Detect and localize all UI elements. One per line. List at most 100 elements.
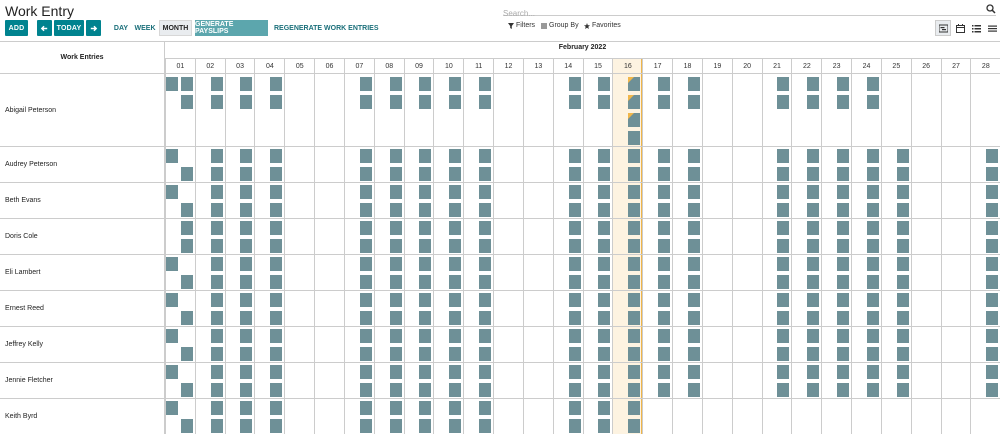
- work-entry-pill[interactable]: [210, 167, 223, 181]
- group-by-dropdown[interactable]: Group By: [541, 22, 579, 29]
- range-month-button[interactable]: MONTH: [159, 20, 192, 36]
- day-header[interactable]: 05: [284, 58, 315, 74]
- work-entry-pill[interactable]: [687, 95, 700, 109]
- work-entry-pill[interactable]: [419, 347, 432, 361]
- work-entry-pill[interactable]: [210, 419, 223, 433]
- work-entry-pill[interactable]: [986, 203, 999, 217]
- work-entry-pill[interactable]: [449, 257, 462, 271]
- work-entry-pill[interactable]: [270, 401, 283, 415]
- work-entry-pill[interactable]: [896, 293, 909, 307]
- work-entry-pill[interactable]: [449, 77, 462, 91]
- work-entry-pill[interactable]: [777, 311, 790, 325]
- work-entry-pill[interactable]: [777, 185, 790, 199]
- work-entry-pill[interactable]: [449, 149, 462, 163]
- work-entry-pill[interactable]: [837, 293, 850, 307]
- work-entry-pill[interactable]: [658, 329, 671, 343]
- day-header[interactable]: 19: [701, 58, 732, 74]
- day-header[interactable]: 23: [821, 58, 852, 74]
- work-entry-pill[interactable]: [180, 95, 193, 109]
- today-button[interactable]: TODAY: [54, 20, 84, 36]
- work-entry-pill[interactable]: [777, 275, 790, 289]
- work-entry-pill[interactable]: [479, 311, 492, 325]
- work-entry-pill[interactable]: [359, 167, 372, 181]
- work-entry-pill[interactable]: [419, 167, 432, 181]
- day-header[interactable]: 26: [910, 58, 941, 74]
- work-entry-pill[interactable]: [866, 185, 879, 199]
- work-entry-pill[interactable]: [180, 275, 193, 289]
- work-entry-pill[interactable]: [687, 221, 700, 235]
- work-entry-pill[interactable]: [166, 149, 178, 163]
- work-entry-pill[interactable]: [359, 257, 372, 271]
- work-entry-pill[interactable]: [687, 239, 700, 253]
- work-entry-pill[interactable]: [210, 95, 223, 109]
- work-entry-pill[interactable]: [479, 419, 492, 433]
- work-entry-pill[interactable]: [210, 203, 223, 217]
- work-entry-pill[interactable]: [807, 77, 820, 91]
- work-entry-pill[interactable]: [777, 293, 790, 307]
- filters-dropdown[interactable]: Filters: [508, 22, 535, 29]
- work-entry-pill[interactable]: [359, 329, 372, 343]
- work-entry-pill[interactable]: [270, 77, 283, 91]
- work-entry-pill[interactable]: [449, 401, 462, 415]
- work-entry-pill[interactable]: [986, 257, 999, 271]
- work-entry-pill[interactable]: [270, 365, 283, 379]
- work-entry-pill[interactable]: [658, 221, 671, 235]
- work-entry-pill[interactable]: [568, 365, 581, 379]
- work-entry-pill[interactable]: [270, 383, 283, 397]
- work-entry-pill[interactable]: [896, 167, 909, 181]
- day-header[interactable]: 16: [612, 58, 643, 74]
- employee-row-label[interactable]: Jennie Fletcher: [0, 362, 165, 398]
- work-entry-pill[interactable]: [180, 167, 193, 181]
- work-entry-pill[interactable]: [210, 221, 223, 235]
- work-entry-pill[interactable]: [777, 167, 790, 181]
- add-button[interactable]: ADD: [5, 20, 28, 36]
- work-entry-pill[interactable]: [419, 419, 432, 433]
- work-entry-pill[interactable]: [240, 77, 253, 91]
- work-entry-pill[interactable]: [419, 221, 432, 235]
- work-entry-pill[interactable]: [777, 221, 790, 235]
- work-entry-pill[interactable]: [866, 383, 879, 397]
- work-entry-pill[interactable]: [658, 239, 671, 253]
- work-entry-pill[interactable]: [210, 149, 223, 163]
- work-entry-pill[interactable]: [568, 185, 581, 199]
- work-entry-pill[interactable]: [389, 401, 402, 415]
- work-entry-pill[interactable]: [986, 311, 999, 325]
- work-entry-pill[interactable]: [598, 167, 611, 181]
- work-entry-pill[interactable]: [419, 203, 432, 217]
- work-entry-pill[interactable]: [359, 239, 372, 253]
- work-entry-pill[interactable]: [449, 221, 462, 235]
- work-entry-pill[interactable]: [419, 365, 432, 379]
- next-button[interactable]: [86, 20, 101, 36]
- work-entry-pill[interactable]: [777, 383, 790, 397]
- work-entry-pill[interactable]: [359, 77, 372, 91]
- employee-row-label[interactable]: Eli Lambert: [0, 254, 165, 290]
- work-entry-pill[interactable]: [240, 311, 253, 325]
- work-entry-pill[interactable]: [479, 383, 492, 397]
- work-entry-pill[interactable]: [628, 167, 641, 181]
- work-entry-pill[interactable]: [866, 293, 879, 307]
- work-entry-pill[interactable]: [777, 365, 790, 379]
- work-entry-pill[interactable]: [180, 203, 193, 217]
- work-entry-pill[interactable]: [837, 239, 850, 253]
- work-entry-pill[interactable]: [166, 293, 178, 307]
- work-entry-pill[interactable]: [598, 293, 611, 307]
- work-entry-pill[interactable]: [270, 275, 283, 289]
- work-entry-pill[interactable]: [777, 95, 790, 109]
- work-entry-pill[interactable]: [837, 257, 850, 271]
- work-entry-pill[interactable]: [240, 167, 253, 181]
- work-entry-pill[interactable]: [628, 239, 641, 253]
- work-entry-pill[interactable]: [389, 149, 402, 163]
- work-entry-pill[interactable]: [777, 347, 790, 361]
- work-entry-pill[interactable]: [449, 275, 462, 289]
- work-entry-pill[interactable]: [180, 77, 193, 91]
- work-entry-pill[interactable]: [598, 419, 611, 433]
- work-entry-pill[interactable]: [837, 329, 850, 343]
- work-entry-pill[interactable]: [837, 203, 850, 217]
- work-entry-pill[interactable]: [628, 77, 641, 91]
- work-entry-pill[interactable]: [419, 311, 432, 325]
- day-header[interactable]: 12: [493, 58, 523, 74]
- list-view-button[interactable]: [968, 20, 984, 36]
- work-entry-pill[interactable]: [658, 365, 671, 379]
- work-entry-pill[interactable]: [837, 311, 850, 325]
- work-entry-pill[interactable]: [837, 347, 850, 361]
